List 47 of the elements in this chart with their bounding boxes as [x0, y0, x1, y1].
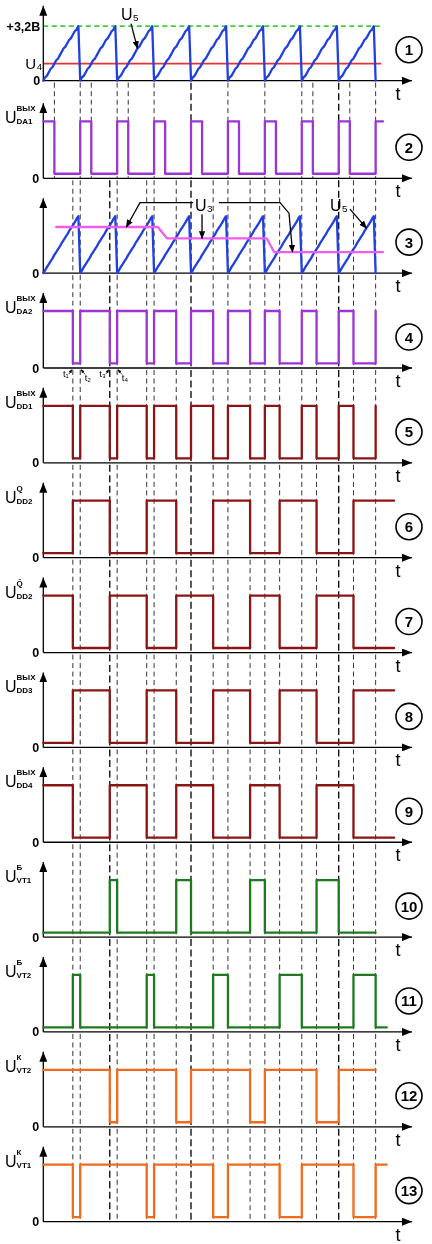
text: 12 — [400, 1087, 418, 1105]
x-axis-title: t — [395, 560, 401, 581]
text: 5 — [404, 423, 414, 441]
x-axis-title: t — [395, 371, 401, 391]
text: t₂ — [84, 372, 92, 383]
text: 2 — [404, 138, 414, 156]
x-axis-title: t — [395, 845, 401, 866]
y-axis-title: U$^{К}$VT2 — [5, 1052, 32, 1075]
ref-line-label: U₄ — [25, 55, 43, 73]
x-axis-title: t — [395, 181, 401, 202]
y-axis-title: U$^{Q̄}$DD2 — [5, 578, 34, 601]
y-axis-title: U$^{ВЫХ}$DD1 — [5, 388, 37, 411]
x-axis-title: t — [395, 750, 401, 771]
series-label: U₅ — [121, 5, 139, 23]
line-series — [42, 25, 377, 82]
text: 10 — [400, 897, 418, 915]
y-tick-label: +3,2В — [6, 19, 41, 34]
x-axis-title: t — [395, 1129, 401, 1150]
y-axis-title: U$^{ВЫХ}$DD4 — [5, 767, 37, 791]
text: t₁ — [62, 368, 69, 379]
y-axis-title: U$^{ВЫХ}$DA2 — [5, 293, 37, 316]
x-axis-title: t — [395, 465, 401, 486]
text: 9 — [404, 802, 414, 820]
text: 4 — [404, 328, 414, 346]
text: 1 — [404, 41, 414, 59]
text: 13 — [400, 1182, 418, 1200]
y-axis-title: U$^{ВЫХ}$DA1 — [5, 103, 37, 127]
y-axis-title: U$^{Б}$VT1 — [5, 862, 32, 886]
y-axis-title: U$^{Б}$VT2 — [5, 957, 32, 980]
x-axis-title: t — [395, 276, 401, 297]
y-axis-title: U$^{ВЫХ}$DD3 — [5, 672, 37, 696]
x-axis-title: t — [395, 940, 401, 961]
text: t₄ — [121, 372, 129, 383]
x-axis-title: t — [395, 655, 401, 676]
text: 11 — [401, 992, 417, 1010]
y-axis-title: U$^{К}$VT1 — [5, 1147, 32, 1170]
y-axis-title: U$^{Q}$DD2 — [5, 483, 34, 506]
text: t₃ — [99, 368, 106, 379]
text: 7 — [404, 613, 414, 631]
text: 8 — [404, 707, 414, 725]
series-label: U₅ — [330, 197, 348, 215]
series-label: U₃ — [195, 197, 214, 215]
x-axis-title: t — [395, 1224, 401, 1244]
x-axis-title: t — [395, 83, 401, 104]
text: 6 — [404, 518, 414, 536]
x-axis-title: t — [395, 1034, 401, 1055]
text: 3 — [404, 233, 414, 251]
